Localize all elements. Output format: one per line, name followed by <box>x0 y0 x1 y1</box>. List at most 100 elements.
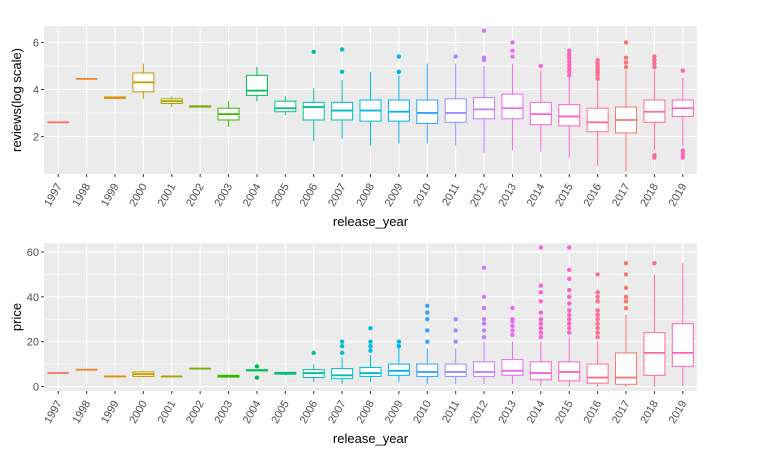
x-tick-label: 1998 <box>71 399 94 426</box>
outlier-point <box>538 299 544 304</box>
box-iqr <box>586 107 609 133</box>
outlier-point <box>567 51 572 57</box>
box-iqr <box>274 100 297 113</box>
outlier-point <box>595 290 600 295</box>
x-tick-label: 2003 <box>213 181 236 208</box>
box-2000 <box>132 63 155 99</box>
outlier-point <box>481 265 487 270</box>
box-2007 <box>331 47 354 139</box>
y-tick-label: 2 <box>33 131 39 143</box>
box-iqr <box>387 99 410 122</box>
y-tick-label: 20 <box>27 337 39 349</box>
outlier-point <box>595 312 600 317</box>
outlier-point <box>623 305 629 311</box>
outlier-point <box>481 28 487 33</box>
outlier-point <box>623 272 629 277</box>
box-2019 <box>671 263 694 387</box>
outlier-point <box>254 375 260 380</box>
x-tick-label: 2006 <box>298 182 321 209</box>
box-2014 <box>529 245 552 387</box>
x-tick-label: 2002 <box>184 182 207 209</box>
box-2004 <box>245 364 268 380</box>
x-tick-label: 1999 <box>99 182 122 209</box>
outlier-point <box>567 317 572 322</box>
box-2004 <box>245 67 268 102</box>
outlier-point <box>623 55 629 60</box>
box-2017 <box>615 260 638 387</box>
outlier-point <box>481 328 487 333</box>
box-2001 <box>160 96 183 108</box>
outlier-point <box>481 305 487 311</box>
x-tick-label: 2004 <box>241 399 264 426</box>
outlier-point <box>510 305 515 311</box>
outlier-point <box>652 153 657 158</box>
x-tick-label: 2012 <box>468 181 491 208</box>
box-2011 <box>444 54 467 146</box>
outlier-point <box>538 321 544 326</box>
box-2006 <box>302 350 325 383</box>
outlier-point <box>567 267 572 273</box>
box-2014 <box>529 63 552 152</box>
outlier-point <box>595 57 600 63</box>
box-2002 <box>189 105 212 108</box>
x-tick-label: 2006 <box>298 399 321 426</box>
box-2008 <box>359 71 382 146</box>
outlier-point <box>481 321 487 326</box>
box-2003 <box>217 101 240 128</box>
outlier-point <box>538 326 544 331</box>
box-2017 <box>615 40 638 172</box>
x-tick-label: 1997 <box>42 182 65 209</box>
box-2016 <box>586 272 609 387</box>
x-tick-label: 2014 <box>525 399 548 426</box>
outlier-point <box>595 294 600 300</box>
y-tick-label: 4 <box>33 84 39 96</box>
outlier-point <box>425 303 430 308</box>
box-2012 <box>473 265 496 385</box>
outlier-point <box>339 343 345 349</box>
outlier-point <box>339 350 345 356</box>
box-iqr <box>501 359 524 376</box>
box-iqr <box>416 363 439 377</box>
outlier-point <box>453 339 458 344</box>
outlier-point <box>595 330 600 335</box>
outlier-point <box>339 69 345 75</box>
outlier-point <box>538 317 544 322</box>
y-tick-label: 6 <box>33 37 39 49</box>
outlier-point <box>567 308 572 313</box>
x-tick-label: 2002 <box>184 399 207 426</box>
outlier-point <box>538 63 544 69</box>
box-2008 <box>359 326 382 383</box>
box-iqr <box>586 363 609 384</box>
outlier-point <box>453 54 458 59</box>
x-tick-label: 2018 <box>638 182 661 209</box>
box-2018 <box>643 260 666 387</box>
outlier-point <box>425 317 430 322</box>
outlier-point <box>595 299 600 304</box>
y-axis-title: price <box>9 303 24 331</box>
outlier-point <box>567 326 572 331</box>
outlier-point <box>567 55 572 60</box>
outlier-point <box>595 321 600 326</box>
outlier-point <box>481 334 487 340</box>
outlier-point <box>339 339 345 344</box>
box-iqr <box>416 99 439 124</box>
x-tick-label: 2011 <box>440 399 462 425</box>
box-iqr <box>302 101 325 121</box>
box-iqr <box>643 332 666 376</box>
outlier-point <box>567 276 572 282</box>
outlier-point <box>396 54 402 59</box>
outlier-point <box>623 294 629 300</box>
x-tick-label: 2008 <box>354 182 377 209</box>
outlier-point <box>481 294 487 300</box>
outlier-point <box>595 61 600 66</box>
x-tick-label: 2010 <box>411 182 434 209</box>
outlier-point <box>567 48 572 53</box>
outlier-point <box>510 54 515 59</box>
outlier-point <box>538 245 544 250</box>
y-tick-label: 40 <box>27 292 39 304</box>
x-tick-label: 2011 <box>440 182 462 208</box>
box-2015 <box>558 48 581 158</box>
outlier-point <box>567 321 572 326</box>
x-tick-label: 2014 <box>525 182 548 209</box>
